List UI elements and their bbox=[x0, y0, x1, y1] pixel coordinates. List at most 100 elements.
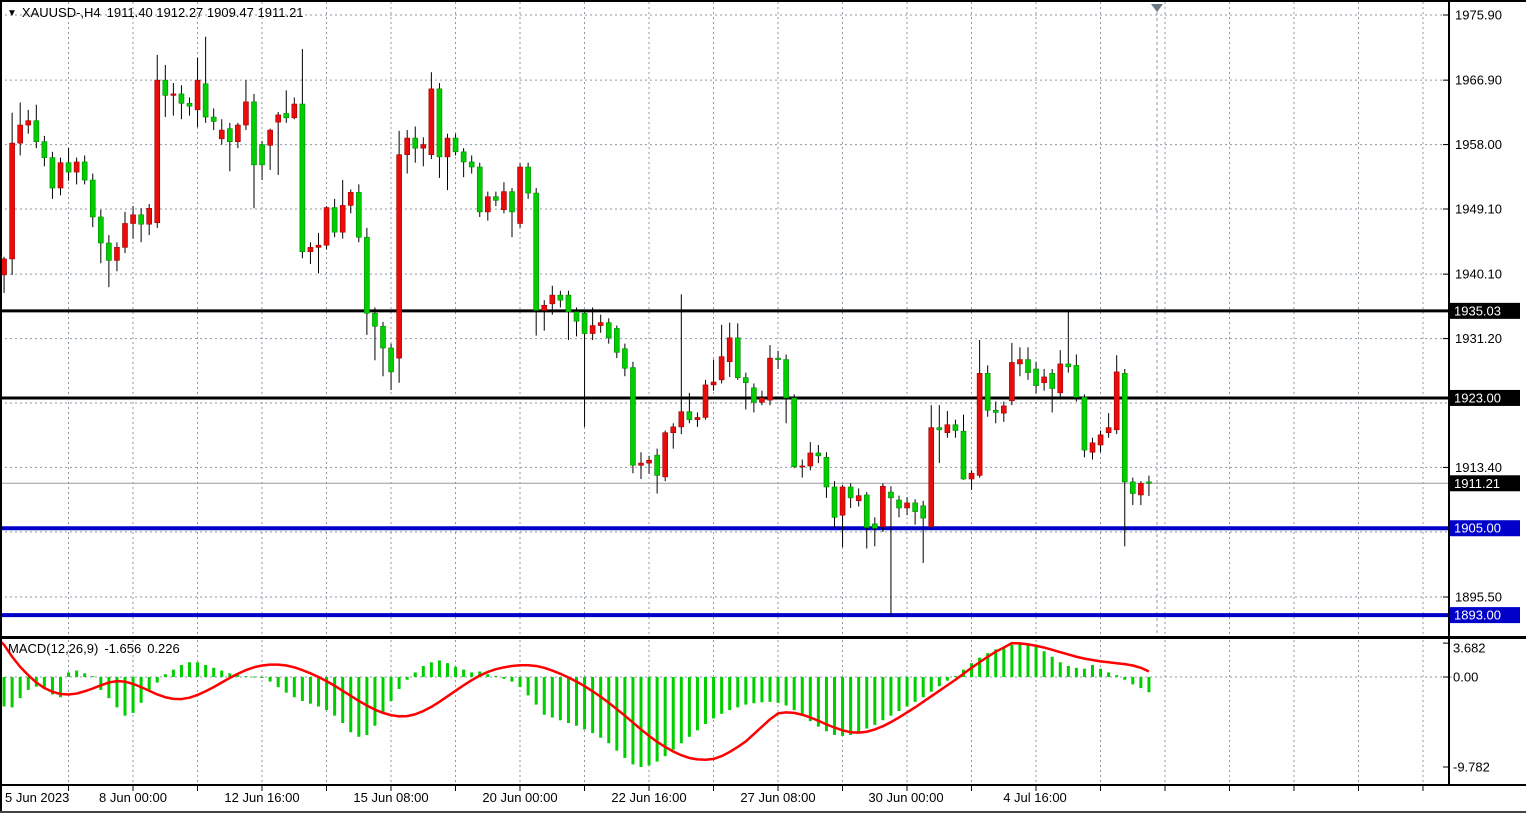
candlestick bbox=[162, 64, 169, 118]
candlestick bbox=[807, 442, 814, 471]
macd-histogram-bar bbox=[599, 677, 603, 738]
macd-tick-label: 3.682 bbox=[1453, 641, 1486, 656]
candlestick bbox=[896, 495, 902, 518]
candlestick bbox=[372, 307, 378, 361]
macd-histogram-bar bbox=[937, 677, 941, 687]
macd-histogram-bar bbox=[163, 674, 167, 677]
right-shift-marker[interactable] bbox=[1151, 4, 1163, 636]
macd-tick-label: 0.00 bbox=[1453, 670, 1478, 685]
candlestick bbox=[944, 410, 951, 438]
macd-histogram-bar bbox=[663, 677, 667, 757]
candlestick bbox=[541, 300, 548, 331]
macd-histogram-bar bbox=[994, 649, 998, 677]
macd-histogram-bar bbox=[776, 677, 780, 703]
candlestick bbox=[751, 383, 757, 413]
candlestick bbox=[49, 151, 56, 199]
macd-histogram-bar bbox=[921, 677, 925, 698]
symbol-dropdown-icon[interactable]: ▼ bbox=[7, 8, 17, 19]
macd-histogram-bar bbox=[107, 677, 111, 699]
candlestick bbox=[388, 343, 394, 390]
candlestick bbox=[1089, 437, 1096, 460]
candlestick bbox=[1105, 413, 1112, 438]
macd-histogram-bar bbox=[929, 677, 933, 692]
macd-histogram-bar bbox=[397, 677, 401, 689]
candlestick bbox=[702, 379, 709, 420]
macd-name-label: MACD(12,26,9) bbox=[8, 641, 99, 656]
candlestick bbox=[89, 173, 96, 228]
macd-histogram-bar bbox=[687, 677, 691, 737]
macd-histogram-bar bbox=[857, 677, 861, 733]
candlestick bbox=[283, 90, 290, 123]
time-tick-label: 20 Jun 00:00 bbox=[482, 790, 557, 805]
svg-text:1923.00: 1923.00 bbox=[1454, 390, 1501, 405]
price-tick-label: 1958.00 bbox=[1455, 137, 1502, 152]
candlestick bbox=[880, 483, 886, 532]
macd-histogram-bar bbox=[566, 677, 570, 723]
candlestick bbox=[791, 394, 797, 469]
macd-histogram-bar bbox=[83, 673, 87, 677]
macd-histogram-bar bbox=[510, 677, 514, 682]
candlestick bbox=[1073, 354, 1080, 402]
time-axis[interactable]: 5 Jun 2023 8 Jun 00:00 12 Jun 16:00 15 Jun … bbox=[5, 786, 1424, 805]
time-tick-label: 5 Jun 2023 bbox=[5, 790, 69, 805]
macd-histogram-bar bbox=[188, 662, 191, 677]
macd-histogram-bar bbox=[486, 674, 490, 677]
candlestick bbox=[81, 155, 88, 185]
candlestick bbox=[73, 157, 80, 185]
candles-group[interactable] bbox=[0, 36, 1152, 616]
macd-axis[interactable]: 3.682 0.00 -9.782 bbox=[1443, 641, 1490, 775]
candlestick bbox=[468, 155, 475, 174]
macd-histogram-bar bbox=[50, 677, 54, 695]
macd-histogram-bar bbox=[1018, 643, 1022, 677]
candlestick bbox=[170, 83, 177, 116]
candlestick bbox=[1025, 347, 1031, 380]
candlestick bbox=[17, 102, 23, 156]
candlestick bbox=[114, 242, 120, 272]
macd-histogram-bar bbox=[720, 677, 724, 714]
macd-histogram-bar bbox=[792, 677, 796, 711]
candlestick bbox=[799, 459, 806, 478]
price-axis[interactable]: 1975.90 1966.90 1958.00 1949.10 1940.10 1931.… bbox=[1443, 8, 1520, 624]
candlestick bbox=[872, 517, 878, 547]
macd-histogram-bar bbox=[437, 660, 441, 677]
macd-histogram-bar bbox=[704, 677, 707, 724]
candlestick bbox=[291, 97, 298, 120]
candlestick bbox=[485, 191, 491, 221]
candlestick bbox=[210, 108, 217, 131]
macd-histogram-bar bbox=[421, 665, 425, 677]
macd-histogram-bar bbox=[10, 677, 14, 708]
candlestick bbox=[638, 452, 644, 480]
candlestick bbox=[968, 470, 975, 490]
macd-histogram-bar bbox=[317, 677, 320, 707]
macd-histogram-bar bbox=[446, 663, 449, 677]
macd-histogram-bar bbox=[970, 663, 974, 677]
macd-histogram-bar bbox=[333, 677, 337, 716]
candlestick bbox=[202, 36, 209, 123]
candlestick bbox=[888, 486, 894, 616]
candlestick bbox=[525, 162, 531, 199]
time-tick-label: 15 Jun 08:00 bbox=[353, 790, 428, 805]
candlestick bbox=[2, 256, 7, 293]
macd-histogram-bar bbox=[462, 669, 466, 677]
macd-pane[interactable] bbox=[0, 637, 1151, 767]
macd-histogram-bar bbox=[123, 677, 127, 716]
macd-histogram-bar bbox=[325, 677, 329, 711]
candlestick bbox=[251, 93, 257, 209]
candlestick bbox=[1057, 350, 1064, 398]
macd-histogram-bar bbox=[228, 673, 232, 677]
candlestick bbox=[654, 448, 660, 494]
macd-histogram-bar bbox=[357, 677, 361, 737]
candlestick bbox=[743, 372, 749, 410]
macd-histogram-bar bbox=[1107, 672, 1111, 677]
candlestick bbox=[307, 242, 314, 265]
candlestick bbox=[186, 97, 193, 116]
macd-histogram-bar bbox=[881, 677, 885, 721]
horizontal-level-lines[interactable] bbox=[0, 309, 1448, 618]
candlestick bbox=[194, 57, 201, 128]
candlestick bbox=[57, 157, 64, 196]
candlestick bbox=[686, 392, 693, 424]
macd-histogram-bar bbox=[712, 677, 716, 719]
candlestick bbox=[509, 188, 515, 238]
macd-signal-value: 0.226 bbox=[147, 641, 180, 656]
